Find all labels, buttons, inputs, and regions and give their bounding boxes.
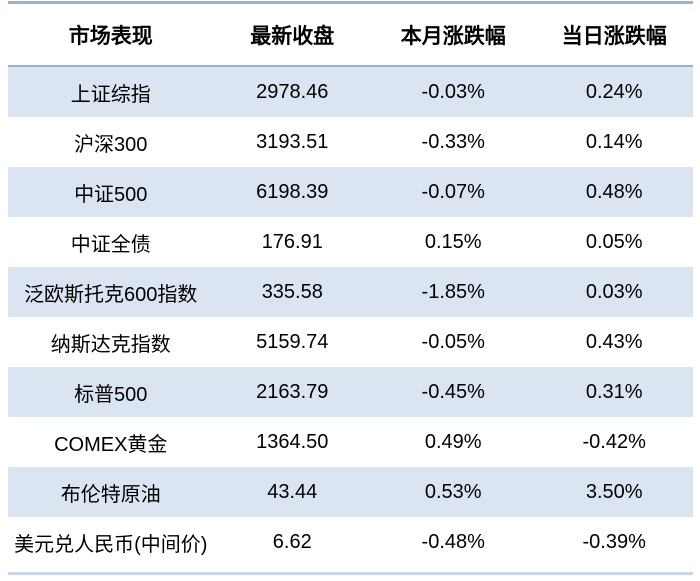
- table-row-sse-composite: 上证综指 2978.46 -0.03% 0.24%: [8, 67, 693, 117]
- header-day-change: 当日涨跌幅: [561, 24, 667, 48]
- cell-latest-close: 3193.51: [256, 130, 329, 153]
- cell-market-name: COMEX黄金: [54, 433, 168, 456]
- cell-market-name: 中证全债: [70, 233, 151, 256]
- cell-market-name: 纳斯达克指数: [50, 333, 171, 356]
- cell-day-change: -0.39%: [582, 530, 646, 553]
- table-bottom-border: [8, 572, 693, 575]
- cell-day-change: 0.48%: [585, 180, 643, 203]
- cell-day-change: 0.14%: [585, 130, 643, 153]
- cell-day-change: 0.24%: [585, 80, 643, 103]
- cell-market-name: 泛欧斯托克600指数: [24, 283, 198, 306]
- header-market-performance: 市场表现: [68, 24, 153, 48]
- cell-market-name: 沪深300: [74, 133, 148, 156]
- cell-market-name: 布伦特原油: [60, 483, 161, 506]
- cell-month-change: 0.53%: [424, 480, 482, 503]
- cell-latest-close: 6.62: [272, 530, 312, 553]
- cell-latest-close: 335.58: [261, 280, 323, 303]
- cell-day-change: 3.50%: [585, 480, 643, 503]
- header-month-change: 本月涨跌幅: [400, 24, 506, 48]
- cell-latest-close: 1364.50: [256, 430, 329, 453]
- table-row-usd-cny: 美元兑人民币(中间价) 6.62 -0.48% -0.39%: [8, 517, 693, 567]
- table-row-nasdaq: 纳斯达克指数 5159.74 -0.05% 0.43%: [8, 317, 693, 367]
- cell-month-change: -0.05%: [421, 330, 485, 353]
- cell-latest-close: 2978.46: [256, 80, 329, 103]
- table-row-brent-crude: 布伦特原油 43.44 0.53% 3.50%: [8, 467, 693, 517]
- table-row-csi500: 中证500 6198.39 -0.07% 0.48%: [8, 167, 693, 217]
- cell-latest-close: 5159.74: [256, 330, 329, 353]
- table-row-csi300: 沪深300 3193.51 -0.33% 0.14%: [8, 117, 693, 167]
- cell-day-change: 0.43%: [585, 330, 643, 353]
- cell-month-change: -0.03%: [421, 80, 485, 103]
- cell-month-change: -0.45%: [421, 380, 485, 403]
- table-header-row: 市场表现 最新收盘 本月涨跌幅 当日涨跌幅: [8, 4, 693, 67]
- cell-latest-close: 43.44: [267, 480, 318, 503]
- cell-market-name: 上证综指: [70, 83, 151, 106]
- market-performance-table: 市场表现 最新收盘 本月涨跌幅 当日涨跌幅 上证综指 2978.46 -0.03…: [8, 1, 693, 575]
- cell-latest-close: 6198.39: [256, 180, 329, 203]
- cell-latest-close: 176.91: [261, 230, 323, 253]
- cell-month-change: -1.85%: [421, 280, 485, 303]
- cell-latest-close: 2163.79: [256, 380, 329, 403]
- cell-day-change: 0.31%: [585, 380, 643, 403]
- bottom-spacer: [8, 567, 693, 572]
- cell-month-change: -0.07%: [421, 180, 485, 203]
- cell-day-change: 0.05%: [585, 230, 643, 253]
- cell-day-change: -0.42%: [582, 430, 646, 453]
- header-latest-close: 最新收盘: [250, 24, 335, 48]
- cell-market-name: 标普500: [74, 383, 148, 406]
- table-row-stoxx600: 泛欧斯托克600指数 335.58 -1.85% 0.03%: [8, 267, 693, 317]
- table-row-csi-aggregate-bond: 中证全债 176.91 0.15% 0.05%: [8, 217, 693, 267]
- cell-market-name: 美元兑人民币(中间价): [14, 533, 208, 556]
- cell-month-change: -0.33%: [421, 130, 485, 153]
- cell-month-change: 0.15%: [424, 230, 482, 253]
- cell-market-name: 中证500: [74, 183, 148, 206]
- table-row-comex-gold: COMEX黄金 1364.50 0.49% -0.42%: [8, 417, 693, 467]
- table-row-sp500: 标普500 2163.79 -0.45% 0.31%: [8, 367, 693, 417]
- cell-day-change: 0.03%: [585, 280, 643, 303]
- cell-month-change: -0.48%: [421, 530, 485, 553]
- cell-month-change: 0.49%: [424, 430, 482, 453]
